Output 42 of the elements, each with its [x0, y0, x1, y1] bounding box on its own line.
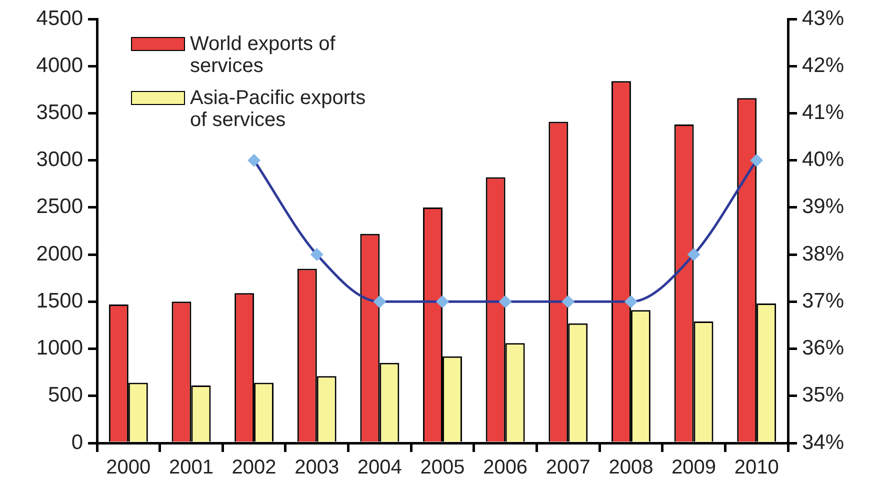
point	[373, 295, 386, 308]
x-tick-label: 2003	[294, 456, 340, 479]
point	[562, 295, 575, 308]
x-tick-label: 2007	[546, 456, 590, 479]
x-tick-label: 2000	[106, 456, 151, 479]
y2-tick-label: 43%	[802, 6, 844, 30]
y2-tick-label: 34%	[802, 430, 844, 454]
x-tick-label: 2004	[357, 456, 402, 479]
point	[624, 295, 638, 308]
y-tick-label: 3000	[36, 148, 83, 172]
y-tick-label: 1500	[36, 289, 83, 312]
point	[687, 248, 700, 262]
point	[310, 248, 324, 262]
x-tick-label: 2010	[734, 456, 779, 479]
y2-tick-label: 38%	[802, 242, 844, 266]
point	[498, 295, 512, 308]
x-tick-label: 2001	[168, 456, 214, 479]
legend-label: Asia-Pacific exports of services	[190, 87, 367, 131]
y-tick-label: 0	[71, 430, 83, 454]
y-tick-label: 4500	[36, 6, 83, 30]
x-tick-label: 2002	[232, 456, 276, 479]
point	[750, 154, 764, 167]
y-tick-label: 500	[48, 384, 83, 407]
y2-tick-label: 39%	[802, 195, 844, 218]
x-tick-label: 2008	[608, 456, 654, 479]
y2-tick-label: 42%	[802, 54, 844, 77]
y2-tick-label: 40%	[802, 148, 844, 172]
y-tick-label: 2500	[36, 195, 83, 218]
y2-tick-label: 41%	[802, 101, 844, 124]
y-tick-label: 2000	[36, 242, 83, 266]
y2-tick-label: 37%	[802, 289, 844, 312]
y-tick-label: 1000	[36, 336, 83, 360]
x-tick-label: 2006	[483, 456, 528, 479]
x-tick-label: 2009	[672, 456, 716, 479]
x-tick-label: 2005	[420, 456, 465, 479]
y-tick-label: 4000	[36, 54, 83, 77]
y-tick-label: 3500	[36, 101, 83, 124]
y2-tick-label: 35%	[802, 384, 844, 407]
y2-tick-label: 36%	[802, 336, 844, 360]
point	[436, 295, 449, 308]
point	[248, 154, 261, 167]
legend-label: World exports of services	[190, 33, 336, 77]
